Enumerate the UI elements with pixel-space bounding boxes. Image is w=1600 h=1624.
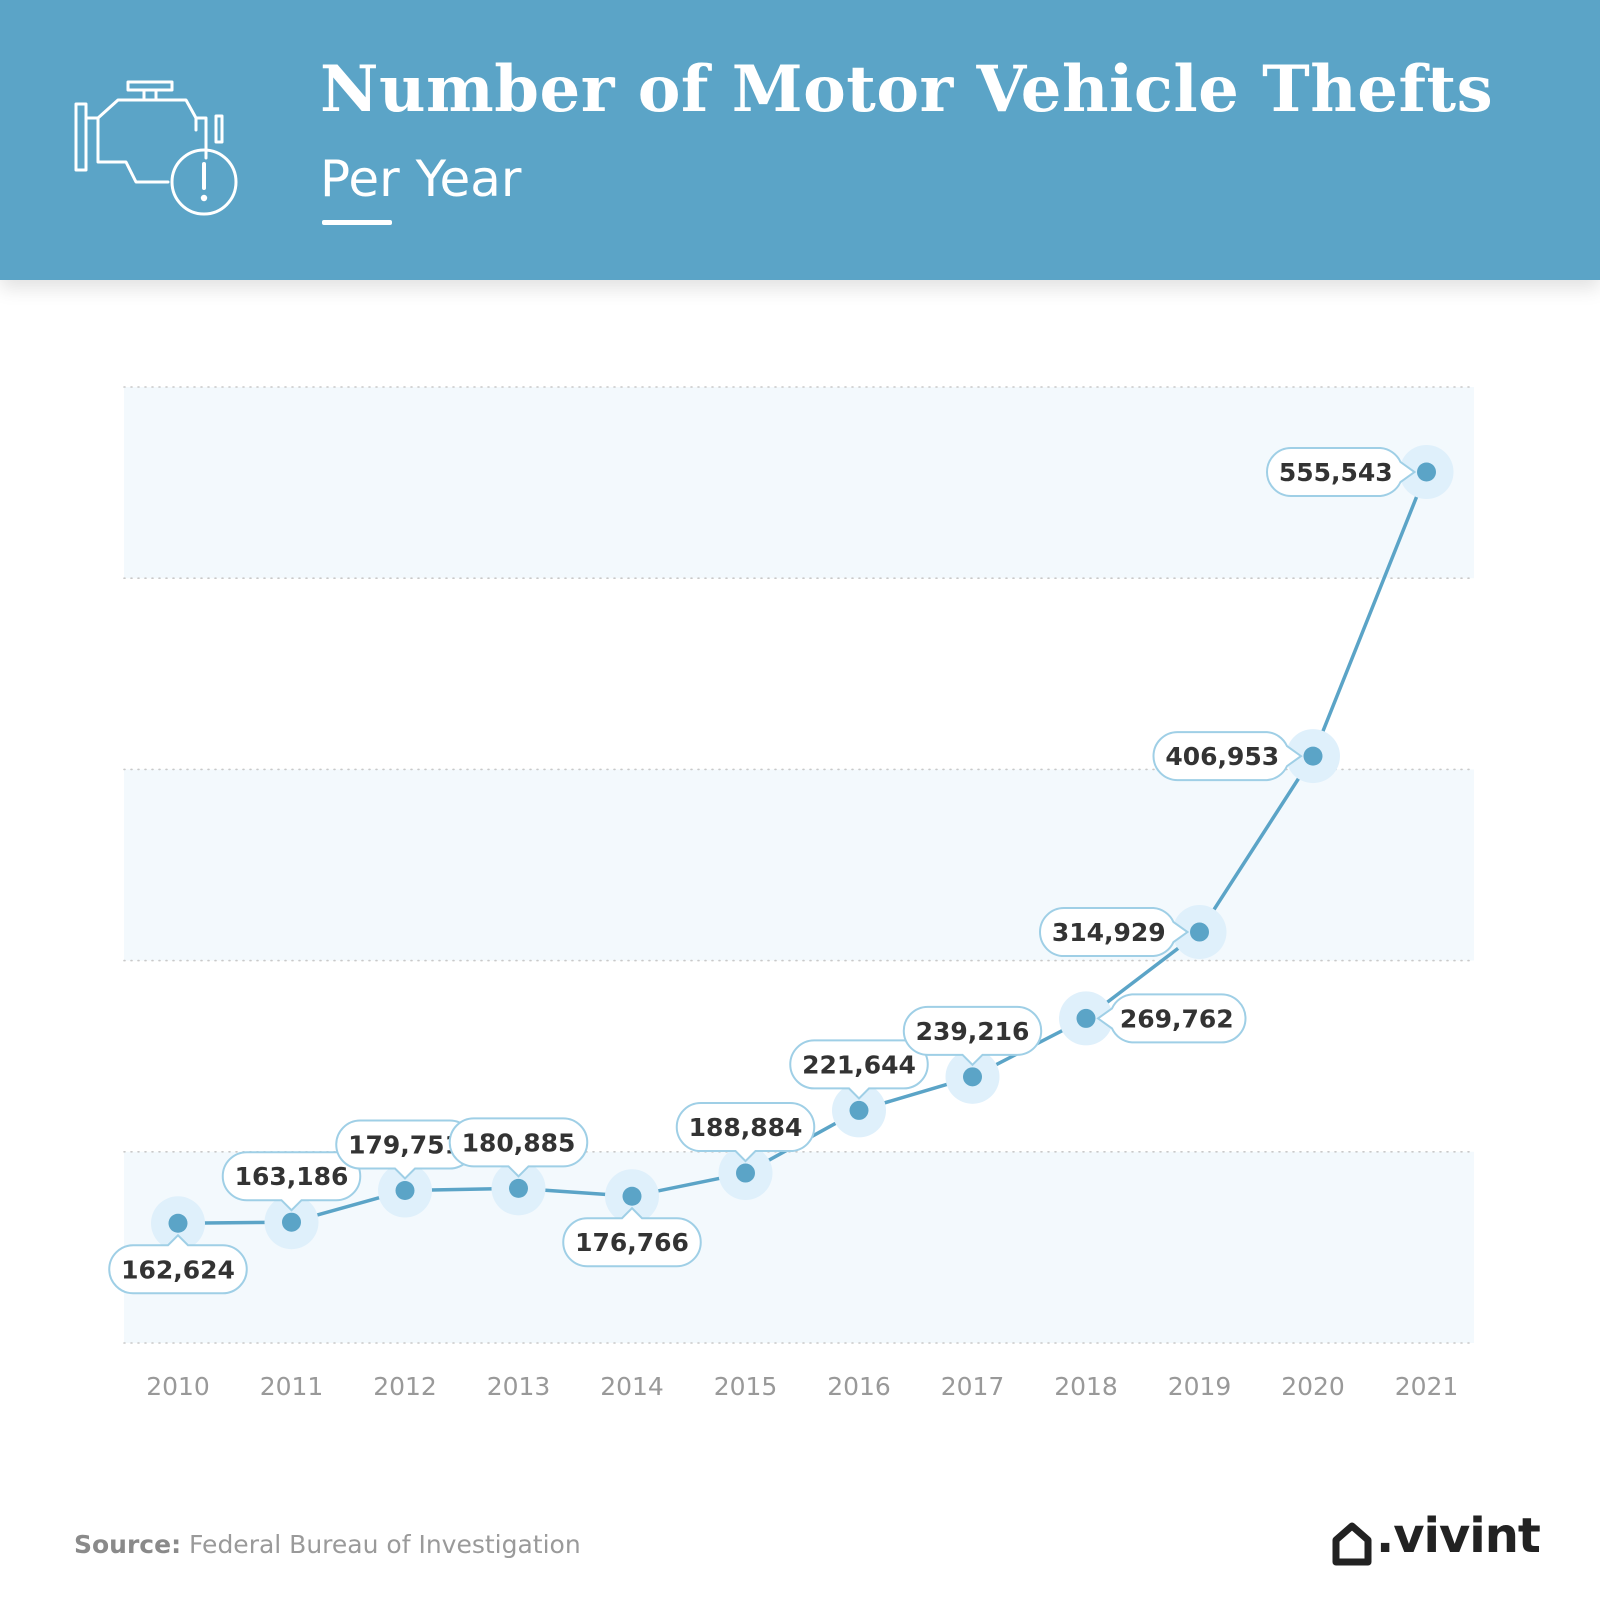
data-label: 176,766	[575, 1228, 689, 1257]
data-point	[1303, 746, 1323, 766]
data-point	[849, 1100, 869, 1120]
brand-logo: .vivint	[1330, 1508, 1541, 1570]
engine-warning-icon	[74, 80, 238, 216]
chart-bands	[124, 387, 1474, 1343]
data-point	[736, 1163, 755, 1183]
chart-band	[124, 769, 1474, 961]
data-label: 314,929	[1052, 918, 1166, 947]
data-label-bubble	[1266, 447, 1417, 498]
data-label: 188,884	[689, 1113, 803, 1142]
data-label: 269,762	[1120, 1004, 1234, 1033]
x-tick-label: 2014	[600, 1372, 664, 1401]
x-tick-label: 2019	[1168, 1372, 1232, 1401]
chart-x-axis: 2010 2011 2012 2013 2014 2015 2016 2017 2018 2019…	[146, 1372, 1458, 1401]
data-label-bubble	[902, 1005, 1043, 1067]
data-point	[1076, 1008, 1096, 1028]
x-tick-label: 2012	[373, 1372, 437, 1401]
data-label-bubble	[562, 1206, 702, 1268]
data-point	[1190, 922, 1209, 942]
data-point	[509, 1178, 528, 1198]
data-label: 555,543	[1279, 458, 1393, 487]
source-label: Source:	[74, 1530, 182, 1559]
data-point	[963, 1067, 982, 1087]
house-icon	[1332, 1522, 1372, 1566]
data-label-bubble	[448, 1117, 589, 1178]
x-tick-label: 2011	[260, 1372, 324, 1401]
brand-wordmark: .vivint	[1376, 1508, 1541, 1564]
chart-title: Number of Motor Vehicle Thefts	[320, 52, 1494, 127]
data-label: 180,885	[462, 1128, 576, 1157]
x-tick-label: 2018	[1054, 1372, 1118, 1401]
chart-band	[124, 387, 1474, 579]
chart-subtitle: Per Year	[320, 150, 522, 208]
data-label-bubble	[1096, 993, 1247, 1044]
source-note: Source: Federal Bureau of Investigation	[74, 1530, 581, 1559]
x-tick-label: 2016	[827, 1372, 891, 1401]
data-point	[1417, 462, 1436, 482]
x-tick-label: 2015	[714, 1372, 778, 1401]
data-label-bubble	[1039, 907, 1190, 958]
data-label: 162,624	[121, 1255, 235, 1284]
header-banner: Number of Motor Vehicle Thefts Per Year	[0, 0, 1600, 280]
subtitle-underline	[322, 220, 392, 225]
x-tick-label: 2020	[1281, 1372, 1345, 1401]
data-point	[622, 1186, 642, 1206]
data-label: 179,751	[348, 1131, 462, 1160]
data-label: 406,953	[1165, 742, 1279, 771]
data-label: 239,216	[916, 1017, 1030, 1046]
x-tick-label: 2013	[487, 1372, 551, 1401]
data-point	[395, 1181, 415, 1201]
data-label-bubble	[108, 1233, 248, 1295]
data-label-bubble	[675, 1102, 816, 1163]
source-text: Federal Bureau of Investigation	[189, 1530, 581, 1559]
data-point	[168, 1213, 188, 1233]
data-label: 221,644	[802, 1050, 916, 1079]
data-label-bubble	[1152, 731, 1303, 782]
data-label: 163,186	[235, 1162, 349, 1191]
x-tick-label: 2021	[1395, 1372, 1459, 1401]
x-tick-label: 2010	[146, 1372, 210, 1401]
data-point	[282, 1212, 301, 1232]
x-tick-label: 2017	[941, 1372, 1005, 1401]
